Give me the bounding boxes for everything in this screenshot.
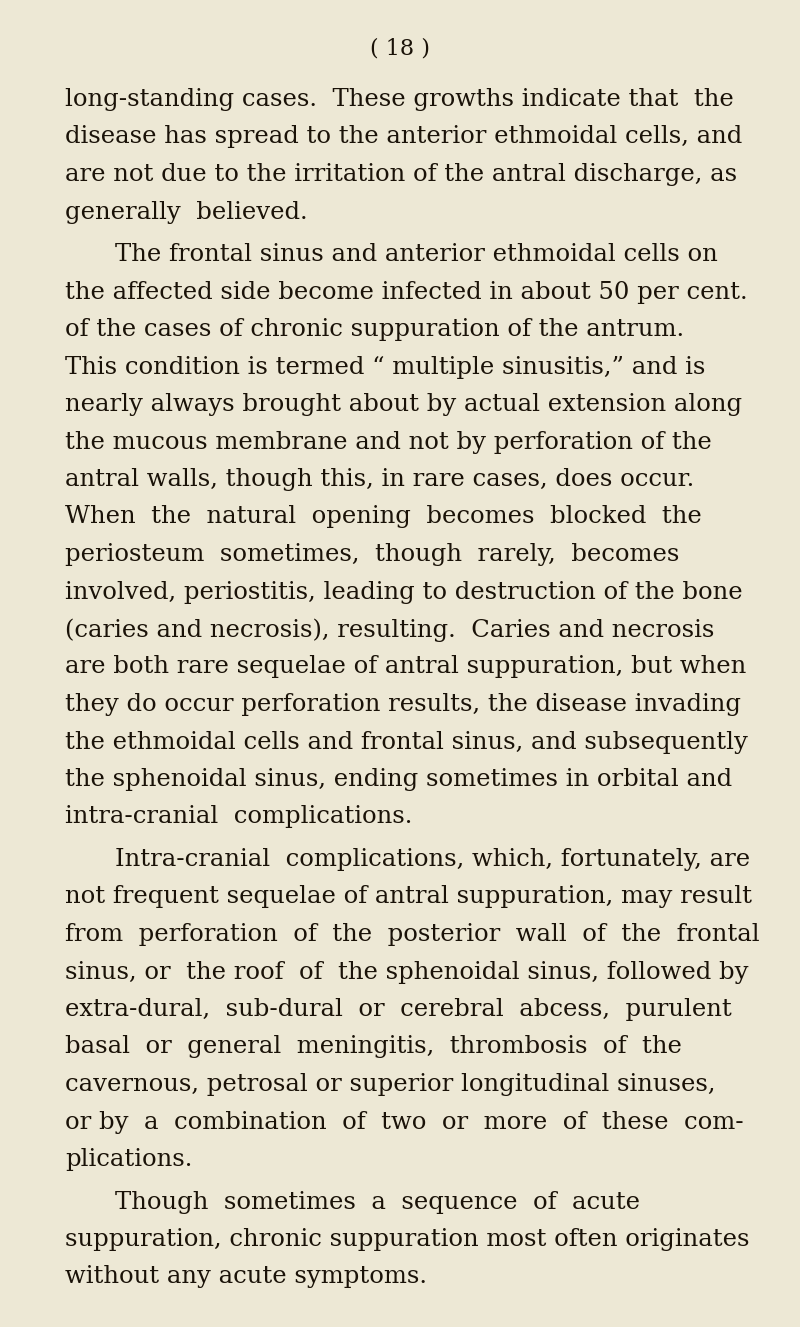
Text: are both rare sequelae of antral suppuration, but when: are both rare sequelae of antral suppura… — [65, 656, 746, 678]
Text: long-standing cases.  These growths indicate that  the: long-standing cases. These growths indic… — [65, 88, 734, 111]
Text: nearly always brought about by actual extension along: nearly always brought about by actual ex… — [65, 393, 742, 415]
Text: intra-cranial  complications.: intra-cranial complications. — [65, 805, 412, 828]
Text: Though  sometimes  a  sequence  of  acute: Though sometimes a sequence of acute — [115, 1190, 640, 1213]
Text: cavernous, petrosal or superior longitudinal sinuses,: cavernous, petrosal or superior longitud… — [65, 1074, 715, 1096]
Text: extra-dural,  sub-dural  or  cerebral  abcess,  purulent: extra-dural, sub-dural or cerebral abces… — [65, 998, 732, 1020]
Text: (caries and necrosis), resulting.  Caries and necrosis: (caries and necrosis), resulting. Caries… — [65, 618, 714, 641]
Text: the sphenoidal sinus, ending sometimes in orbital and: the sphenoidal sinus, ending sometimes i… — [65, 768, 732, 791]
Text: the ethmoidal cells and frontal sinus, and subsequently: the ethmoidal cells and frontal sinus, a… — [65, 730, 748, 754]
Text: ( 18 ): ( 18 ) — [370, 37, 430, 58]
Text: sinus, or  the roof  of  the sphenoidal sinus, followed by: sinus, or the roof of the sphenoidal sin… — [65, 961, 749, 983]
Text: involved, periostitis, leading to destruction of the bone: involved, periostitis, leading to destru… — [65, 580, 742, 604]
Text: periosteum  sometimes,  though  rarely,  becomes: periosteum sometimes, though rarely, bec… — [65, 543, 679, 567]
Text: not frequent sequelae of antral suppuration, may result: not frequent sequelae of antral suppurat… — [65, 885, 752, 909]
Text: generally  believed.: generally believed. — [65, 200, 308, 223]
Text: or by  a  combination  of  two  or  more  of  these  com-: or by a combination of two or more of th… — [65, 1111, 744, 1133]
Text: the affected side become infected in about 50 per cent.: the affected side become infected in abo… — [65, 280, 748, 304]
Text: the mucous membrane and not by perforation of the: the mucous membrane and not by perforati… — [65, 430, 712, 454]
Text: When  the  natural  opening  becomes  blocked  the: When the natural opening becomes blocked… — [65, 506, 702, 528]
Text: Intra-cranial  complications, which, fortunately, are: Intra-cranial complications, which, fort… — [115, 848, 750, 871]
Text: without any acute symptoms.: without any acute symptoms. — [65, 1266, 427, 1289]
Text: from  perforation  of  the  posterior  wall  of  the  frontal: from perforation of the posterior wall o… — [65, 924, 760, 946]
Text: suppuration, chronic suppuration most often originates: suppuration, chronic suppuration most of… — [65, 1227, 750, 1251]
Text: basal  or  general  meningitis,  thrombosis  of  the: basal or general meningitis, thrombosis … — [65, 1035, 682, 1059]
Text: This condition is termed “ multiple sinusitis,” and is: This condition is termed “ multiple sinu… — [65, 356, 706, 378]
Text: The frontal sinus and anterior ethmoidal cells on: The frontal sinus and anterior ethmoidal… — [115, 243, 718, 265]
Text: are not due to the irritation of the antral discharge, as: are not due to the irritation of the ant… — [65, 163, 737, 186]
Text: they do occur perforation results, the disease invading: they do occur perforation results, the d… — [65, 693, 741, 717]
Text: disease has spread to the anterior ethmoidal cells, and: disease has spread to the anterior ethmo… — [65, 126, 742, 149]
Text: of the cases of chronic suppuration of the antrum.: of the cases of chronic suppuration of t… — [65, 318, 684, 341]
Text: antral walls, though this, in rare cases, does occur.: antral walls, though this, in rare cases… — [65, 468, 694, 491]
Text: plications.: plications. — [65, 1148, 192, 1170]
